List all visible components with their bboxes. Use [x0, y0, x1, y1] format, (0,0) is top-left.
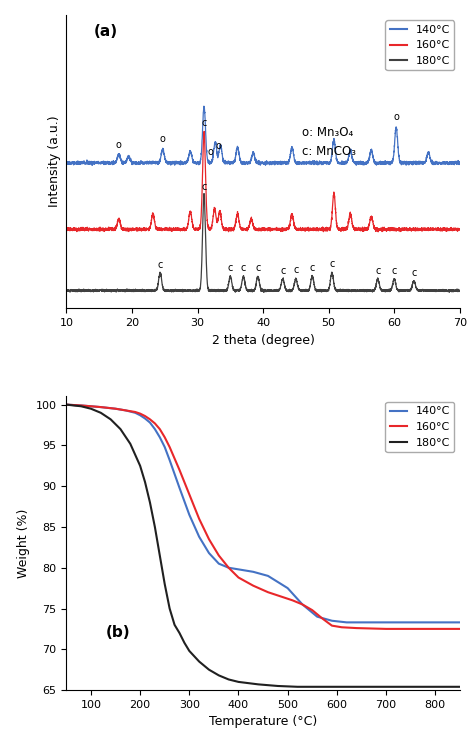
Y-axis label: Weight (%): Weight (%) — [17, 508, 30, 578]
Text: o: o — [116, 140, 122, 151]
Text: c: c — [280, 266, 285, 277]
Text: c: c — [201, 182, 207, 191]
Text: c: c — [241, 263, 246, 273]
Text: c: c — [255, 263, 261, 273]
Text: o: o — [208, 147, 214, 157]
Y-axis label: Intensity (a.u.): Intensity (a.u.) — [48, 116, 61, 208]
Text: o: o — [160, 134, 166, 144]
Text: c: c — [228, 263, 233, 272]
Text: c: c — [310, 263, 315, 274]
X-axis label: 2 theta (degree): 2 theta (degree) — [211, 334, 315, 347]
Text: o: o — [216, 140, 221, 151]
Text: c: c — [392, 266, 397, 276]
Text: c: c — [329, 259, 335, 269]
Text: c: c — [375, 266, 381, 276]
Text: c: c — [201, 117, 207, 128]
Text: (a): (a) — [94, 24, 118, 39]
Text: (b): (b) — [106, 626, 130, 640]
Text: c: c — [157, 260, 163, 270]
Text: o: Mn₃O₄
c: MnCO₃: o: Mn₃O₄ c: MnCO₃ — [302, 126, 356, 158]
X-axis label: Temperature (°C): Temperature (°C) — [209, 715, 317, 729]
Text: c: c — [411, 268, 417, 278]
Text: c: c — [293, 265, 299, 275]
Legend: 140°C, 160°C, 180°C: 140°C, 160°C, 180°C — [385, 20, 454, 70]
Legend: 140°C, 160°C, 180°C: 140°C, 160°C, 180°C — [385, 402, 454, 452]
Text: o: o — [393, 112, 399, 122]
